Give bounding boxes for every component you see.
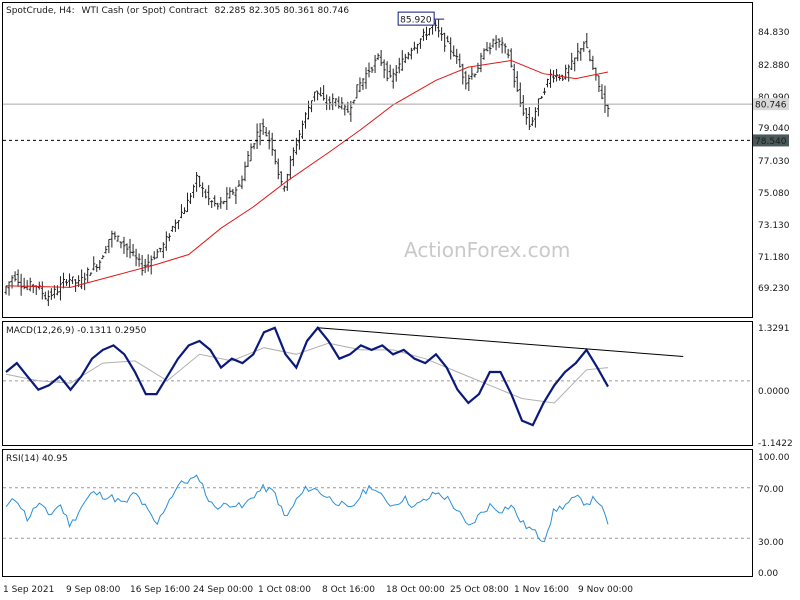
support-price-tag: 78.540: [755, 137, 787, 147]
time-tick: 1 Nov 16:00: [514, 585, 569, 595]
price-series: [4, 19, 610, 307]
rsi-tick: 30.00: [758, 538, 784, 548]
time-tick: 16 Sep 16:00: [130, 585, 190, 595]
price-tick: 79.040: [758, 124, 790, 134]
moving-average-line: [5, 59, 609, 288]
price-panel: [2, 2, 753, 318]
high-price-label: 85.920: [400, 16, 432, 26]
price-header: SpotCrude, H4: WTI Cash (or Spot) Contra…: [6, 6, 349, 16]
symbol-label: SpotCrude, H4:: [6, 6, 75, 16]
rsi-line: [5, 474, 609, 543]
watermark: ActionForex.com: [404, 238, 570, 262]
price-tick: 77.030: [758, 157, 790, 167]
price-tick: 71.180: [758, 253, 790, 263]
price-tick: 80.990: [758, 93, 790, 103]
macd-title: MACD(12,26,9) -0.1311 0.2950: [6, 326, 147, 336]
macd-line: [5, 326, 609, 427]
macd-tick: 1.3291: [758, 324, 790, 334]
time-tick: 9 Nov 00:00: [578, 585, 633, 595]
contract-description: WTI Cash (or Spot) Contract: [82, 6, 209, 16]
price-annotations: 85.920 80.746 78.540: [3, 11, 789, 147]
macd-trendline: [317, 327, 684, 358]
rsi-title: RSI(14) 40.95: [6, 454, 68, 464]
time-tick: 1 Sep 2021: [3, 585, 54, 595]
current-price-tag-box: [753, 98, 789, 111]
macd-tick: 0.0000: [758, 387, 790, 397]
time-tick: 8 Oct 16:00: [322, 585, 375, 595]
high-price-label-box: [397, 11, 435, 26]
macd-signal-line: [5, 342, 609, 404]
macd-tick: -1.1422: [758, 439, 793, 449]
time-tick: 9 Sep 08:00: [66, 585, 121, 595]
current-price-tag: 80.746: [755, 101, 787, 111]
time-tick: 25 Oct 08:00: [450, 585, 509, 595]
price-tick: 84.830: [758, 28, 790, 38]
rsi-tick: 0.00: [758, 569, 778, 579]
macd-y-axis: 1.3291 0.0000 -1.1422: [758, 324, 793, 449]
time-tick: 1 Oct 08:00: [258, 585, 311, 595]
price-tick: 75.080: [758, 189, 790, 199]
price-tick: 69.230: [758, 284, 790, 294]
time-axis: 1 Sep 2021 9 Sep 08:00 16 Sep 16:00 24 S…: [3, 585, 633, 595]
rsi-panel: [2, 449, 753, 577]
ohlc-values: 82.285 82.305 80.361 80.746: [215, 6, 350, 16]
rsi-series: [3, 474, 752, 543]
support-price-tag-box: [753, 134, 789, 147]
rsi-y-axis: 100.00 70.00 30.00 0.00: [758, 453, 790, 579]
rsi-tick: 100.00: [758, 453, 790, 463]
macd-panel: [2, 321, 753, 446]
price-tick: 73.130: [758, 221, 790, 231]
price-y-axis: 84.830 82.880 80.990 79.040 77.030 75.08…: [758, 28, 790, 294]
price-tick: 82.880: [758, 61, 790, 71]
time-tick: 24 Sep 00:00: [193, 585, 253, 595]
rsi-tick: 70.00: [758, 485, 784, 495]
macd-series: [3, 326, 752, 427]
time-tick: 18 Oct 00:00: [386, 585, 445, 595]
